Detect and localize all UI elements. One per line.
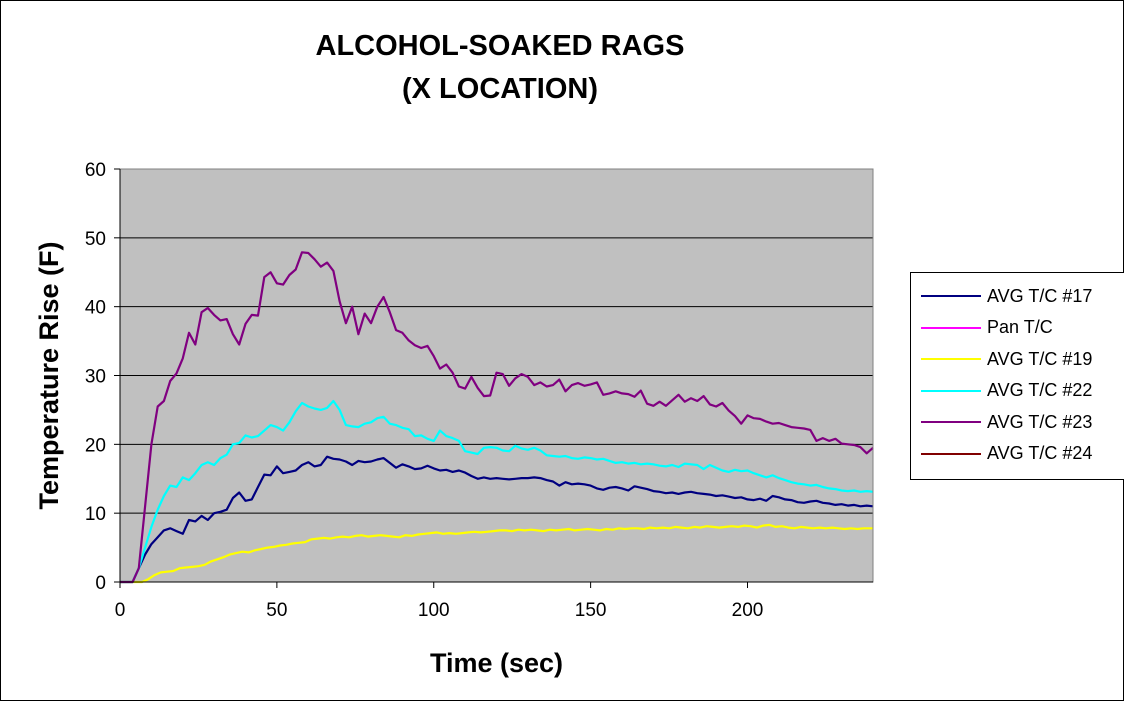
legend-item: AVG T/C #23 [911, 407, 1092, 437]
y-tick-label: 60 [85, 160, 106, 181]
legend-label: AVG T/C #19 [987, 348, 1093, 369]
legend-label: AVG T/C #23 [987, 411, 1093, 432]
legend-swatch [921, 389, 981, 392]
x-tick-label: 50 [266, 600, 287, 621]
x-tick-label: 100 [418, 600, 450, 621]
legend-item: AVG T/C #22 [911, 376, 1092, 406]
y-tick-label: 40 [85, 298, 106, 319]
y-tick-label: 30 [85, 367, 106, 388]
legend-label: AVG T/C #17 [987, 285, 1093, 306]
y-tick-label: 50 [85, 229, 106, 250]
series-lines [120, 251, 874, 584]
legend-item: AVG T/C #19 [911, 344, 1092, 374]
x-tick-label: 200 [732, 600, 764, 621]
series-line-2 [120, 523, 873, 584]
y-tick-label: 10 [85, 504, 106, 525]
y-tick-label: 0 [95, 573, 106, 594]
legend-item: AVG T/C #24 [911, 439, 1092, 469]
x-tick-label: 150 [575, 600, 607, 621]
legend: AVG T/C #17 Pan T/C AVG T/C #19 AVG T/C #22… [910, 272, 1124, 480]
legend-swatch [921, 358, 981, 360]
y-axis-label: Temperature Rise (F) [34, 241, 64, 509]
chart-title-line-2: (X LOCATION) [402, 73, 598, 105]
legend-swatch [921, 421, 981, 423]
legend-label: Pan T/C [987, 317, 1053, 337]
legend-label: AVG T/C #22 [987, 380, 1093, 400]
x-tick-label: 0 [115, 600, 126, 621]
legend-swatch [921, 452, 981, 455]
axes: 0 10 20 30 40 50 60 0 50 100 150 200 [85, 160, 873, 621]
legend-item: AVG T/C #17 [911, 281, 1092, 311]
legend-label: AVG T/C #24 [987, 443, 1093, 463]
legend-item: Pan T/C [911, 313, 1053, 343]
series-line-0 [120, 455, 874, 584]
x-axis-label: Time (sec) [430, 648, 563, 678]
series-line-3 [120, 399, 874, 584]
series-line-4 [120, 251, 874, 584]
legend-swatch [921, 326, 981, 329]
y-tick-label: 20 [85, 435, 106, 456]
chart-title-line-1: ALCOHOL-SOAKED RAGS [315, 30, 685, 62]
legend-swatch [921, 295, 981, 297]
